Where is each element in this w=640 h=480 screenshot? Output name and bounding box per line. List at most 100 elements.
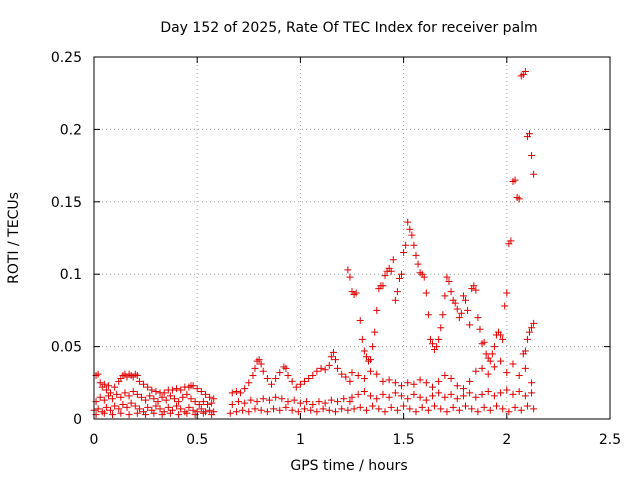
data-point — [447, 288, 455, 296]
data-point — [367, 392, 375, 400]
data-point — [497, 357, 505, 365]
data-point — [530, 405, 538, 413]
data-point — [499, 405, 507, 413]
data-point — [497, 331, 505, 339]
data-point — [301, 377, 309, 385]
plot-frame — [93, 56, 611, 420]
data-point — [497, 389, 505, 397]
data-point — [199, 409, 207, 417]
data-point — [329, 348, 337, 356]
data-point — [398, 382, 406, 390]
data-point — [226, 409, 234, 417]
data-point — [162, 396, 170, 404]
x-tick-label: 0.5 — [186, 432, 208, 448]
data-point — [455, 314, 463, 322]
data-point — [321, 366, 329, 374]
data-point — [408, 231, 416, 239]
data-point — [428, 392, 436, 400]
data-point — [503, 386, 511, 394]
data-point — [453, 305, 461, 313]
data-point — [362, 353, 370, 361]
data-point — [414, 260, 422, 268]
data-point — [117, 393, 125, 401]
x-tick-label: 1 — [296, 432, 305, 448]
data-point — [189, 382, 197, 390]
data-point — [131, 402, 139, 410]
data-point — [109, 395, 117, 403]
data-point — [232, 408, 240, 416]
data-point — [276, 369, 284, 377]
data-point — [462, 402, 470, 410]
data-point — [474, 314, 482, 322]
data-point — [164, 403, 172, 411]
data-point — [228, 389, 236, 397]
y-tick-label: 0.05 — [51, 340, 82, 356]
data-point — [385, 393, 393, 401]
data-point — [441, 393, 449, 401]
data-point — [464, 306, 472, 314]
data-point — [393, 406, 401, 414]
data-point — [133, 409, 141, 417]
data-point — [309, 401, 317, 409]
data-point — [503, 289, 511, 297]
data-point — [445, 277, 453, 285]
data-point — [292, 383, 300, 391]
data-point — [173, 402, 181, 410]
data-point — [278, 395, 286, 403]
data-point — [406, 405, 414, 413]
data-point — [398, 392, 406, 400]
data-point — [309, 372, 317, 380]
data-point — [391, 389, 399, 397]
data-point — [530, 170, 538, 178]
data-point — [439, 311, 447, 319]
data-point — [515, 372, 523, 380]
data-points — [90, 67, 538, 419]
data-point — [331, 408, 339, 416]
data-point — [519, 350, 527, 358]
data-point — [125, 411, 133, 419]
data-point — [387, 267, 395, 275]
data-point — [373, 395, 381, 403]
data-point — [490, 343, 498, 351]
data-point — [428, 340, 436, 348]
data-point — [437, 405, 445, 413]
chart-title: Day 152 of 2025, Rate Of TEC Index for r… — [160, 20, 537, 36]
data-point — [282, 364, 290, 372]
data-point — [358, 335, 366, 343]
data-point — [367, 356, 375, 364]
data-point — [125, 392, 133, 400]
data-point — [168, 386, 176, 394]
data-point — [123, 403, 131, 411]
data-point — [360, 387, 368, 395]
data-point — [505, 408, 513, 416]
data-point — [404, 379, 412, 387]
data-point — [509, 390, 517, 398]
data-point — [379, 282, 387, 290]
data-point — [443, 408, 451, 416]
data-point — [523, 402, 531, 410]
data-point — [208, 411, 216, 419]
data-point — [96, 379, 104, 387]
data-point — [325, 361, 333, 369]
data-point — [146, 392, 154, 400]
data-point — [435, 335, 443, 343]
data-point — [455, 406, 463, 414]
data-point — [395, 275, 403, 283]
data-point — [177, 386, 185, 394]
data-point — [305, 374, 313, 382]
data-point — [158, 393, 166, 401]
data-point — [255, 356, 263, 364]
data-point — [433, 343, 441, 351]
data-point — [152, 402, 160, 410]
data-point — [459, 392, 467, 400]
data-point — [189, 406, 197, 414]
data-point — [468, 405, 476, 413]
data-point — [346, 273, 354, 281]
data-point — [296, 380, 304, 388]
data-point — [102, 403, 110, 411]
x-tick-label: 2 — [502, 432, 511, 448]
data-point — [338, 370, 346, 378]
data-point — [402, 241, 410, 249]
